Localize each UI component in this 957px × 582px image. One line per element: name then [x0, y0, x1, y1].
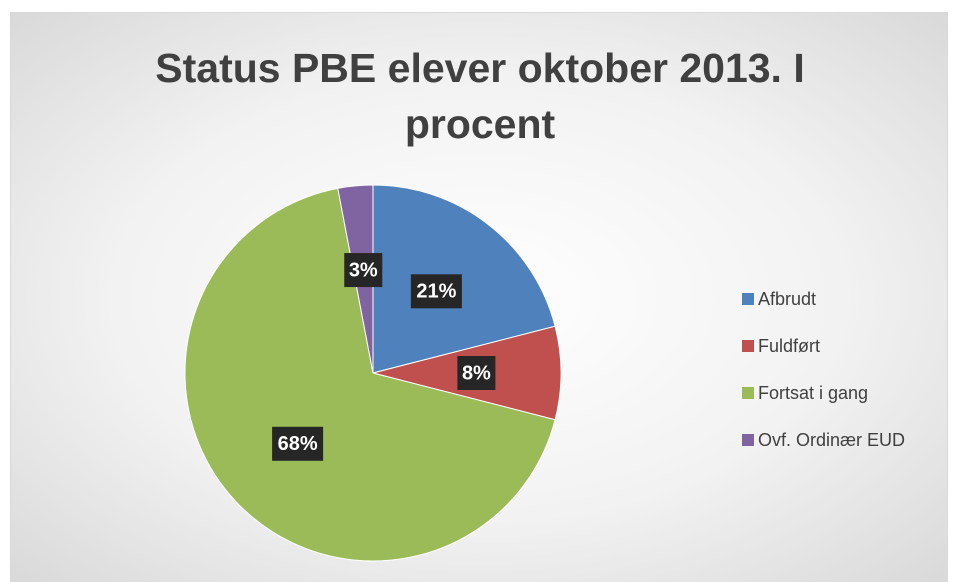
- legend-label: Ovf. Ordinær EUD: [758, 430, 905, 450]
- data-label: 68%: [278, 433, 318, 455]
- legend-swatch: [742, 340, 754, 352]
- legend-label: Afbrudt: [758, 289, 816, 309]
- data-label-box: [457, 356, 496, 390]
- data-label-box: [272, 426, 324, 461]
- legend-swatch: [742, 293, 754, 305]
- chart-title: Status PBE elever oktober 2013. I procen…: [155, 45, 805, 147]
- data-label-box: [410, 274, 462, 309]
- legend-label: Fuldført: [758, 336, 820, 356]
- data-label: 21%: [416, 281, 456, 303]
- data-label: 8%: [462, 362, 491, 384]
- data-label: 3%: [349, 259, 378, 281]
- pie-slice: [372, 184, 556, 374]
- legend-label: Fortsat i gang: [758, 383, 868, 403]
- pie-slice: [184, 187, 556, 562]
- legend-swatch: [742, 434, 754, 446]
- legend-swatch: [742, 387, 754, 399]
- data-label-box: [344, 253, 383, 288]
